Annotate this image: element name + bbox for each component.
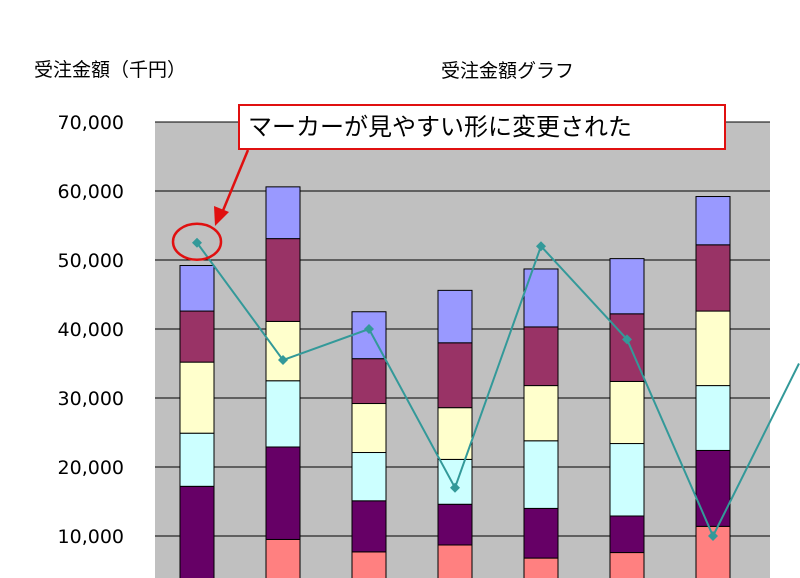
line-marker-6 xyxy=(622,334,632,345)
bar-segment-1-3 xyxy=(179,432,215,487)
bar-segment-4-5 xyxy=(437,342,473,409)
annotation-arrow-shaft xyxy=(220,149,250,214)
chart-title: 受注金額グラフ xyxy=(441,60,575,82)
bar-segment-1-2 xyxy=(179,485,215,578)
bar-segment-5-5 xyxy=(523,326,559,387)
bar-segment-6-4 xyxy=(609,380,645,445)
bar-segment-4-1 xyxy=(437,544,473,578)
line-marker-4 xyxy=(450,482,460,493)
y-tick-label: 60,000 xyxy=(58,181,124,203)
y-tick-label: 40,000 xyxy=(58,319,124,341)
line-marker-7 xyxy=(708,531,718,541)
bar-segment-2-6 xyxy=(265,186,301,240)
bar-segment-3-1 xyxy=(351,551,387,578)
bar-segment-6-1 xyxy=(609,552,645,578)
bar-segment-1-6 xyxy=(179,265,215,312)
bar-segment-7-3 xyxy=(695,385,731,451)
bar-segment-1-5 xyxy=(179,310,215,363)
y-tick-label: 20,000 xyxy=(58,457,124,479)
y-tick-label: 50,000 xyxy=(58,250,124,272)
bar-segment-7-4 xyxy=(695,310,731,387)
bar-segment-6-3 xyxy=(609,443,645,517)
bar-segment-3-4 xyxy=(351,403,387,454)
y-tick-label: 70,000 xyxy=(58,112,124,134)
bar-segment-2-4 xyxy=(265,320,301,382)
line-marker-2 xyxy=(278,355,288,366)
bar-segment-2-2 xyxy=(265,446,301,540)
bar-segment-3-3 xyxy=(351,452,387,502)
bar-segment-2-3 xyxy=(265,380,301,448)
bar-segment-1-4 xyxy=(179,361,215,434)
annotation-arrow-head xyxy=(214,206,229,226)
bar-segment-5-2 xyxy=(523,507,559,559)
bar-segment-5-3 xyxy=(523,440,559,509)
y-tick-label: 30,000 xyxy=(58,388,124,410)
bar-segment-7-6 xyxy=(695,196,731,246)
bar-segment-2-5 xyxy=(265,238,301,322)
bar-segment-4-4 xyxy=(437,407,473,460)
bar-segment-5-4 xyxy=(523,385,559,442)
line-marker-3 xyxy=(364,324,374,334)
bar-segment-4-6 xyxy=(437,289,473,344)
y-tick-label: 10,000 xyxy=(58,526,124,548)
bar-segment-4-2 xyxy=(437,503,473,546)
bar-segment-3-5 xyxy=(351,358,387,405)
line-marker-1 xyxy=(192,237,202,248)
bar-segment-7-5 xyxy=(695,244,731,312)
y-axis-title: 受注金額（千円） xyxy=(34,59,187,81)
bar-segment-5-1 xyxy=(523,557,559,578)
bar-segment-2-1 xyxy=(265,538,301,578)
bar-segment-3-2 xyxy=(351,500,387,553)
bar-segment-7-2 xyxy=(695,449,731,527)
annotation-callout: マーカーが見やすい形に変更された xyxy=(238,104,726,150)
line-marker-5 xyxy=(536,241,546,252)
line-series xyxy=(196,242,800,539)
bar-segment-6-2 xyxy=(609,515,645,554)
bar-segment-6-6 xyxy=(609,258,645,315)
bar-segment-6-5 xyxy=(609,313,645,382)
annotation-circle xyxy=(171,222,223,261)
